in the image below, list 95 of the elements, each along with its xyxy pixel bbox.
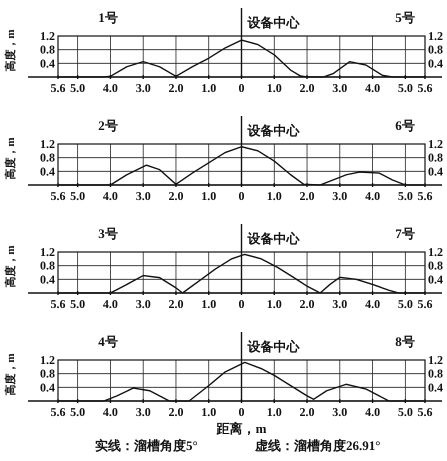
y-tick-label: 0.4 [40,380,55,394]
x-tick-label: 5.0 [398,297,413,311]
y2-tick-label: 1.2 [428,137,443,151]
x-tick-label: 5.0 [70,81,86,95]
y2-tick-label: 0.4 [428,380,443,394]
x-tick-label: 3.0 [136,81,151,95]
x-tick-label: 0 [238,405,244,419]
text: 7号 [395,226,415,241]
x-tick-label: 1.0 [266,81,282,95]
x-tick-label: 5.0 [70,405,86,419]
x-tick-label: 3.0 [332,81,348,95]
x-tick-label: 2.0 [300,405,315,419]
x-tick-label: 4.0 [102,81,118,95]
x-tick-label: 3.0 [332,297,348,311]
x-tick-label: 1.0 [201,189,216,203]
text: 3号 [98,226,118,241]
x-tick-label: 1.0 [266,189,282,203]
x-tick-label: 5.6 [418,81,432,95]
x-tick-label: 2.0 [300,81,315,95]
x-tick-label: 5.6 [418,405,432,419]
text: 1号 [98,10,118,25]
y2-tick-label: 1.2 [428,29,443,43]
y2-tick-label: 0.4 [428,56,443,70]
x-tick-label: 5.6 [418,189,432,203]
y-axis-title: 高度，m [4,137,17,180]
x-tick-label: 3.0 [332,189,348,203]
text: 2号 [98,118,118,133]
y-tick-label: 0.8 [40,366,55,381]
x-tick-label: 5.0 [398,405,413,419]
x-tick-label: 2.0 [300,189,315,203]
x-axis-title: 距离，m [216,421,267,436]
x-tick-label: 2.0 [168,405,184,419]
x-tick-label: 3.0 [332,405,348,419]
x-tick-label: 3.0 [136,405,151,419]
y-tick-label: 1.2 [40,245,55,259]
x-tick-label: 1.0 [266,297,282,311]
y-tick-label: 0.8 [40,42,55,57]
x-tick-label: 4.0 [102,189,118,203]
x-tick-label: 4.0 [102,405,118,419]
x-tick-label: 2.0 [300,297,315,311]
y2-tick-label: 0.8 [428,366,443,381]
text: 8号 [395,334,415,349]
x-tick-label: 5.6 [418,297,432,311]
text: 5号 [395,10,415,25]
x-tick-label: 5.6 [50,189,66,203]
x-tick-label: 2.0 [168,297,184,311]
y-tick-label: 1.2 [40,353,55,367]
y-axis-title: 高度，m [4,353,17,396]
x-tick-label: 5.0 [70,189,86,203]
y-tick-label: 1.2 [40,137,55,151]
x-tick-label: 5.6 [50,405,66,419]
text: 6号 [395,118,415,133]
x-tick-label: 5.0 [398,189,413,203]
x-tick-label: 1.0 [201,297,216,311]
x-tick-label: 5.0 [70,297,86,311]
y-tick-label: 0.8 [40,258,55,273]
y2-tick-label: 1.2 [428,245,443,259]
y2-tick-label: 0.8 [428,258,443,273]
y-tick-label: 0.4 [40,56,55,70]
text: 4号 [98,334,118,349]
y2-tick-label: 0.8 [428,42,443,57]
x-tick-label: 0 [238,189,244,203]
y2-tick-label: 1.2 [428,353,443,367]
y-tick-label: 0.8 [40,150,55,165]
x-tick-label: 5.6 [50,297,66,311]
x-tick-label: 4.0 [365,189,380,203]
text: 虚线：溜槽角度26.91° [254,438,380,453]
y-axis-title: 高度，m [4,29,17,72]
y2-tick-label: 0.4 [428,164,443,178]
y-tick-label: 1.2 [40,29,55,43]
x-tick-label: 2.0 [168,189,184,203]
ref-line-label: 设备中心 [246,339,300,354]
x-tick-label: 0 [238,81,244,95]
ref-line-label: 设备中心 [246,231,300,246]
y-tick-label: 0.4 [40,272,55,286]
y2-tick-label: 0.4 [428,272,443,286]
text: 实线：溜槽角度5° [95,438,198,453]
x-tick-label: 4.0 [102,297,118,311]
x-tick-label: 3.0 [136,189,151,203]
x-tick-label: 3.0 [136,297,151,311]
x-tick-label: 4.0 [365,405,380,419]
x-tick-label: 5.0 [398,81,413,95]
x-tick-label: 5.6 [50,81,66,95]
ref-line-label: 设备中心 [246,123,300,138]
y2-tick-label: 0.8 [428,150,443,165]
x-tick-label: 4.0 [365,297,380,311]
x-tick-label: 0 [238,297,244,311]
x-tick-label: 2.0 [168,81,184,95]
x-tick-label: 1.0 [201,405,216,419]
x-tick-label: 1.0 [266,405,282,419]
x-tick-label: 4.0 [365,81,380,95]
y-axis-title: 高度，m [4,245,17,288]
y-tick-label: 0.4 [40,164,55,178]
x-tick-label: 1.0 [201,81,216,95]
ref-line-label: 设备中心 [246,15,300,30]
